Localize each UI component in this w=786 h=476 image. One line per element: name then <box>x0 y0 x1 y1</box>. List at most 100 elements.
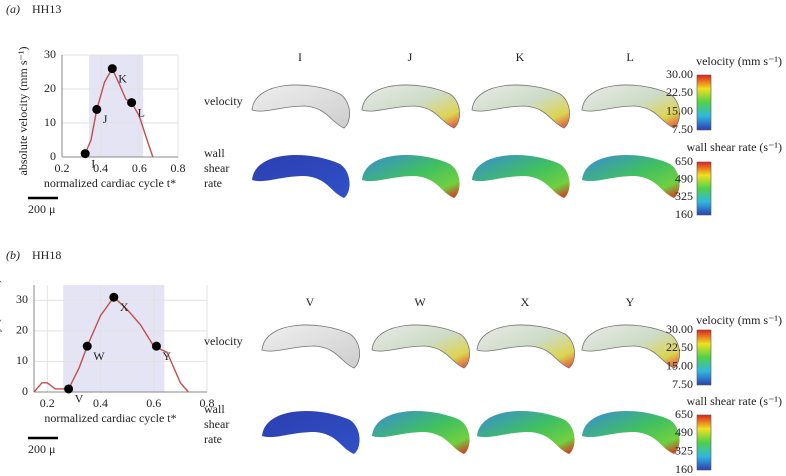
colorbar-tick-label: 30.00 <box>666 67 693 81</box>
point-label: W <box>93 349 105 363</box>
colorbar-title: wall shear rate (s⁻¹) <box>686 140 782 154</box>
y-tick-label: 10 <box>44 115 56 129</box>
point-label: J <box>103 112 108 126</box>
data-point <box>151 341 161 351</box>
x-tick-label: 0.6 <box>146 396 161 410</box>
colorbar-tick-label: 22.50 <box>666 85 693 99</box>
shaded-region <box>63 285 165 392</box>
data-point <box>127 98 137 108</box>
panel-label: (a) <box>6 2 20 16</box>
row-label: velocity <box>204 94 243 108</box>
wss-rendering <box>252 154 350 198</box>
colorbar <box>696 414 712 471</box>
row-label: rate <box>204 432 222 446</box>
x-tick-label: 0.2 <box>55 161 70 175</box>
colorbar <box>696 74 712 131</box>
velocity-rendering <box>476 324 575 369</box>
wss-rendering <box>262 410 360 454</box>
point-label: X <box>120 300 129 314</box>
colorbar-tick-label: 325 <box>675 189 693 203</box>
colorbar-tick-label: 490 <box>675 171 693 185</box>
wss-rendering <box>582 410 680 454</box>
column-label: Y <box>626 295 635 309</box>
colorbar-tick-label: 160 <box>675 462 693 476</box>
x-tick-label: 0.2 <box>40 396 55 410</box>
x-tick-label: 0.8 <box>200 396 215 410</box>
colorbar-title: wall shear rate (s⁻¹) <box>686 394 782 408</box>
y-tick-label: 10 <box>16 353 28 367</box>
column-label: V <box>306 295 315 309</box>
column-label: J <box>408 50 413 64</box>
colorbar-tick-label: 22.50 <box>666 340 693 354</box>
x-tick-label: 0.6 <box>132 161 147 175</box>
velocity-rendering <box>581 324 680 369</box>
x-tick-label: 0.8 <box>171 161 186 175</box>
x-axis-label: normalized cardiac cycle t* <box>44 411 176 425</box>
y-tick-label: 30 <box>16 292 28 306</box>
velocity-rendering <box>361 84 460 129</box>
y-tick-label: 30 <box>44 47 56 61</box>
data-line <box>33 296 189 393</box>
wss-rendering <box>582 154 680 198</box>
y-tick-label: 20 <box>44 81 56 95</box>
x-tick-label: 0.4 <box>93 396 108 410</box>
column-label: K <box>516 50 525 64</box>
panel-label: (b) <box>6 248 20 262</box>
colorbar-tick-label: 160 <box>675 207 693 221</box>
wss-rendering <box>477 410 575 454</box>
colorbar <box>696 161 712 216</box>
row-label: rate <box>204 176 222 190</box>
colorbar-tick-label: 490 <box>675 425 693 439</box>
row-label: wall <box>204 402 225 416</box>
data-point <box>82 341 92 351</box>
colorbar-tick-label: 325 <box>675 443 693 457</box>
row-label: velocity <box>204 334 243 348</box>
data-point <box>64 384 74 394</box>
column-label: L <box>626 50 633 64</box>
colorbar-tick-label: 7.50 <box>672 122 693 136</box>
scale-bar-label: 200 μ <box>28 442 55 456</box>
velocity-rendering <box>261 324 360 369</box>
point-label: V <box>75 392 84 406</box>
wss-rendering <box>362 154 460 198</box>
y-tick-label: 20 <box>16 323 28 337</box>
data-point <box>80 149 90 159</box>
point-label: L <box>138 105 145 119</box>
velocity-rendering <box>471 84 570 129</box>
point-label: K <box>118 71 127 85</box>
column-label: X <box>521 295 530 309</box>
y-axis-label: absolute velocity (mm s⁻¹) <box>0 279 2 408</box>
data-line <box>84 67 154 158</box>
colorbar-title: velocity (mm s⁻¹) <box>696 313 782 327</box>
colorbar-tick-label: 15.00 <box>666 358 693 372</box>
colorbar-tick-label: 650 <box>675 407 693 421</box>
column-label: I <box>298 50 302 64</box>
y-axis-label: absolute velocity (mm s⁻¹) <box>16 47 30 176</box>
velocity-rendering <box>371 324 470 369</box>
data-point <box>107 64 117 74</box>
colorbar-title: velocity (mm s⁻¹) <box>696 54 782 68</box>
velocity-rendering <box>581 84 680 129</box>
wss-rendering <box>472 154 570 198</box>
colorbar-tick-label: 30.00 <box>666 322 693 336</box>
point-label: I <box>91 156 95 170</box>
colorbar-tick-label: 15.00 <box>666 103 693 117</box>
velocity-rendering <box>251 84 350 129</box>
row-label: shear <box>204 161 229 175</box>
data-point <box>92 104 102 114</box>
wss-rendering <box>372 410 470 454</box>
colorbar-tick-label: 650 <box>675 154 693 168</box>
colorbar-tick-label: 7.50 <box>672 377 693 391</box>
row-label: shear <box>204 417 229 431</box>
colorbar <box>696 329 712 386</box>
stage-label: HH13 <box>32 2 61 16</box>
y-tick-label: 0 <box>50 149 56 163</box>
scale-bar-label: 200 μ <box>28 202 55 216</box>
x-axis-label: normalized cardiac cycle t* <box>44 176 176 190</box>
column-label: W <box>414 295 426 309</box>
x-tick-label: 0.4 <box>93 161 108 175</box>
y-tick-label: 0 <box>22 384 28 398</box>
stage-label: HH18 <box>32 248 61 262</box>
data-point <box>109 292 119 302</box>
